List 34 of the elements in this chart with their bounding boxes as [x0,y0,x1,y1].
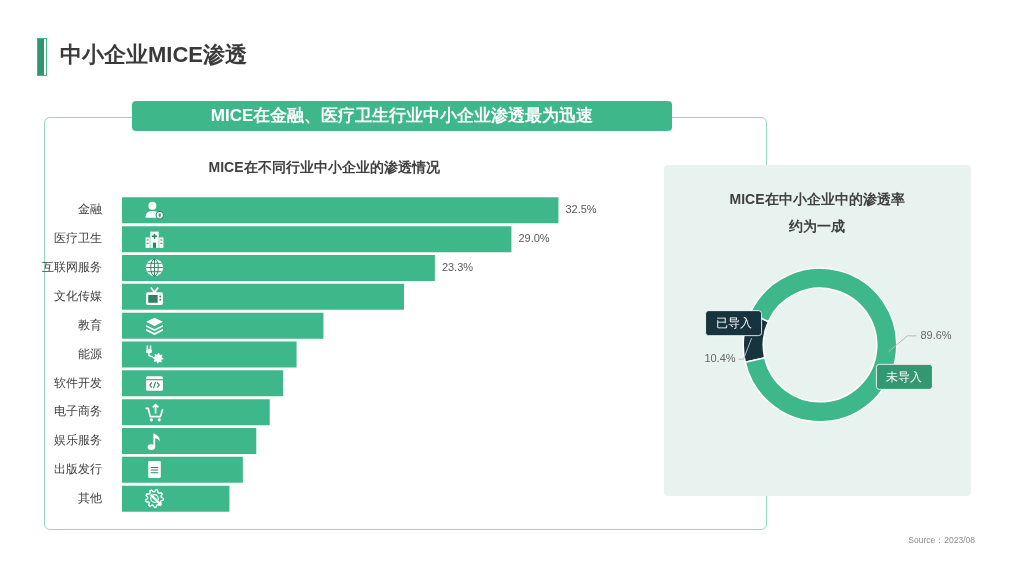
y-tick-label: 娱乐服务 [54,434,102,447]
data-label: 32.5% [565,203,597,216]
data-label: 89.6% [920,328,952,341]
chart-subtitle: MICE在金融、医疗卫生行业中小企业渗透最为迅速 [132,101,672,131]
bar [122,370,284,397]
chart-title: MICE在不同行业中小企业的渗透情况 [207,158,441,177]
slice-label: 未导入 [886,369,923,384]
bar [122,341,297,368]
data-label: 29.0% [518,232,550,245]
y-tick-label: 文化传媒 [54,289,102,302]
text: 中小企业MICE渗透 [60,41,247,69]
bar [122,399,270,426]
y-tick-label: 能源 [78,347,102,360]
bar [122,283,404,310]
chart-title: MICE在中小企业中的渗透率约为一成 [728,190,906,236]
y-tick-label: 其他 [78,491,102,504]
bar [122,226,512,253]
bar [122,428,257,454]
data-label: 10.4% [704,352,736,365]
source-note: Source：2023/08 [908,535,975,547]
bar [122,197,559,224]
y-tick-label: 医疗卫生 [54,232,102,245]
slice-label: 已导入 [715,315,752,330]
y-tick-label: 互联网服务 [42,261,102,274]
bar [122,456,243,483]
y-tick-label: 出版发行 [54,463,102,476]
bar [122,312,324,339]
y-tick-label: 软件开发 [54,376,102,389]
y-tick-label: 教育 [78,317,102,331]
y-tick-label: 电子商务 [54,404,102,418]
data-label: 23.3% [441,261,474,274]
bar [122,485,230,512]
bar [122,255,435,281]
y-tick-label: 金融 [78,203,102,216]
